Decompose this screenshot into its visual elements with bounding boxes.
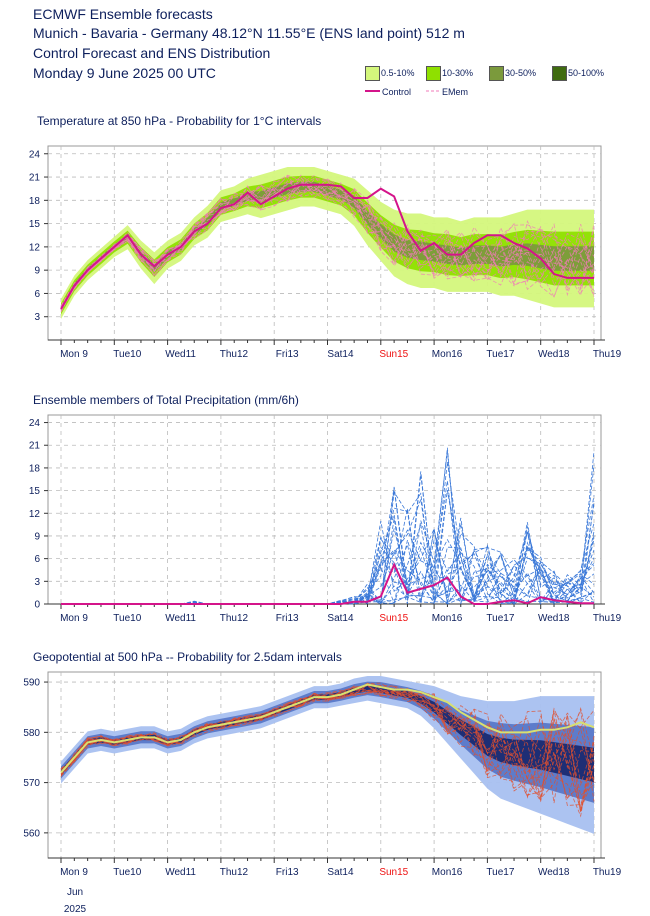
legend-control-label: Control — [382, 87, 412, 97]
geo-xtick-label: Thu19 — [593, 867, 622, 878]
temp-xtick-label: Wed11 — [165, 349, 196, 360]
legend-label-0: 0.5-10% — [381, 68, 415, 78]
legend-swatch-1 — [426, 66, 441, 81]
precip-xtick-label: Tue17 — [486, 613, 514, 624]
geo-xtick-label: Sun15 — [379, 867, 408, 878]
geo-member-line — [60, 689, 595, 806]
precip-plot: 0 3 6 9 12 15 18 21 24 Mon 9 Tue10 Wed11 Thu12 Fri13 S… — [29, 414, 622, 624]
precip-ytick-label: 21 — [29, 441, 41, 452]
geo-xtick-label: Thu12 — [220, 867, 249, 878]
geo-xtick-label: Mon16 — [432, 867, 463, 878]
legend-swatch-2 — [489, 66, 504, 81]
precip-xtick-label: Sun15 — [379, 613, 408, 624]
precip-ytick-label: 24 — [29, 418, 41, 429]
precip-xtick-label: Thu12 — [220, 613, 249, 624]
temp-ytick-label: 21 — [29, 173, 41, 184]
geo-ytick-label: 570 — [23, 778, 40, 789]
geo-control-line — [60, 683, 595, 774]
precip-ytick-label: 3 — [34, 577, 40, 588]
geo-xtick-label: Fri13 — [276, 867, 299, 878]
precip-ytick-label: 0 — [34, 600, 40, 611]
geo-member-line — [60, 684, 595, 813]
geo-xtick-label: Tue10 — [113, 867, 141, 878]
legend-emem-line — [426, 90, 441, 92]
geo-xtick-label: Mon 9 — [60, 867, 88, 878]
temp-ytick-label: 3 — [34, 312, 40, 323]
temp-ytick-label: 18 — [29, 196, 41, 207]
header-line-4: Monday 9 June 2025 00 UTC — [33, 65, 216, 81]
legend-emem-label: EMem — [442, 87, 469, 97]
precip-ytick-label: 12 — [29, 509, 41, 520]
precip-xtick-label: Wed18 — [538, 613, 570, 624]
temp-plot: 3 6 9 12 15 18 21 24 Mon 9 Tue10 Wed11 Thu12 Fri13 Sa… — [29, 145, 622, 360]
precip-ytick-label: 15 — [29, 486, 41, 497]
precip-frame — [47, 414, 602, 605]
temp-xtick-label: Sat14 — [327, 349, 354, 360]
precip-xtick-label: Mon16 — [432, 613, 463, 624]
temp-xtick-label: Tue10 — [113, 349, 141, 360]
legend-label-1: 10-30% — [442, 68, 474, 78]
temp-ytick-label: 9 — [34, 266, 40, 277]
temp-member-line — [60, 176, 595, 307]
temp-xtick-label: Thu12 — [220, 349, 249, 360]
precip-control-line — [61, 562, 594, 605]
temp-xtick-label: Mon 9 — [60, 349, 88, 360]
legend-label-2: 30-50% — [505, 68, 537, 78]
legend-control-line — [365, 90, 380, 92]
precip-xtick-label: Tue10 — [113, 613, 141, 624]
temp-xtick-label: Thu19 — [593, 349, 622, 360]
temp-member-line — [60, 179, 595, 311]
temp-ytick-label: 12 — [29, 242, 41, 253]
year-label: 2025 — [64, 904, 87, 915]
temp-ytick-label: 15 — [29, 219, 41, 230]
temp-member-line — [60, 178, 595, 311]
month-label: Jun — [67, 887, 83, 898]
geo-ytick-label: 560 — [23, 828, 40, 839]
precip-xtick-label: Mon 9 — [60, 613, 88, 624]
temp-xtick-label: Fri13 — [276, 349, 299, 360]
precip-chart-title: Ensemble members of Total Precipitation … — [33, 393, 299, 407]
temp-control-line — [60, 183, 594, 310]
geo-chart-title: Geopotential at 500 hPa -- Probability f… — [33, 650, 342, 664]
temp-xtick-label: Sun15 — [379, 349, 408, 360]
geo-xtick-label: Wed18 — [538, 867, 570, 878]
geo-member-line — [60, 682, 595, 802]
precip-xtick-label: Fri13 — [276, 613, 299, 624]
legend-swatch-3 — [552, 66, 567, 81]
legend-label-3: 50-100% — [568, 68, 605, 78]
temp-xtick-label: Wed18 — [538, 349, 570, 360]
precip-ytick-label: 6 — [34, 554, 40, 565]
precip-xtick-label: Thu19 — [593, 613, 622, 624]
temp-member-line — [60, 178, 595, 309]
geo-xtick-label: Wed11 — [165, 867, 196, 878]
temp-ytick-label: 24 — [29, 149, 41, 160]
header-line-2: Munich - Bavaria - Germany 48.12°N 11.55… — [33, 25, 465, 41]
legend-swatch-0 — [365, 66, 380, 81]
geo-xtick-label: Tue17 — [486, 867, 514, 878]
geo-ytick-label: 590 — [23, 678, 40, 689]
precip-xtick-label: Wed11 — [165, 613, 196, 624]
temp-prob-band-0 — [61, 166, 594, 320]
geo-member-line — [60, 688, 595, 808]
geo-plot: 560 570 580 590 Mon 9 Tue10 Wed11 Thu12 Fri13 Sat… — [23, 671, 622, 878]
temp-member-line — [60, 180, 595, 312]
geo-xtick-label: Sat14 — [327, 867, 354, 878]
header-line-1: ECMWF Ensemble forecasts — [33, 6, 213, 22]
temp-xtick-label: Tue17 — [486, 349, 514, 360]
precip-ytick-label: 18 — [29, 463, 41, 474]
temp-member-line — [60, 174, 595, 306]
temp-xtick-label: Mon16 — [432, 349, 463, 360]
precip-ytick-label: 9 — [34, 531, 40, 542]
precip-xtick-label: Sat14 — [327, 613, 354, 624]
temp-member-line — [60, 177, 595, 307]
temp-ytick-label: 6 — [34, 289, 40, 300]
geo-ytick-label: 580 — [23, 728, 40, 739]
temp-chart-title: Temperature at 850 hPa - Probability for… — [37, 114, 322, 128]
header-line-3: Control Forecast and ENS Distribution — [33, 45, 271, 61]
